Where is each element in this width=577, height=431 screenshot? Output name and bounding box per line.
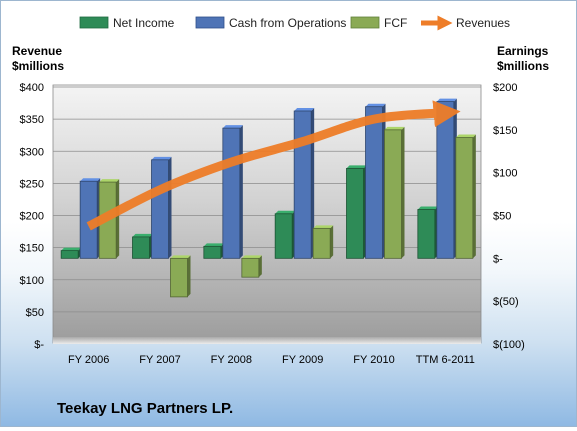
legend-swatch-net-income	[79, 16, 109, 29]
bar-top-fcf	[384, 126, 405, 130]
revenues-line	[86, 100, 461, 231]
right-axis-title-line2: $millions	[497, 59, 549, 73]
category-label: FY 2008	[211, 354, 252, 366]
bar-net-income	[60, 250, 79, 259]
bar-fcf	[241, 257, 260, 278]
legend-label-net-income: Net Income	[113, 16, 175, 30]
bar-top-net-income	[417, 206, 438, 210]
bar-top-cash-from-operations	[80, 178, 101, 182]
bar-cash-from-operations	[151, 159, 169, 259]
category-labels: FY 2006 FY 2007 FY 2008 FY 2009 FY 2010 TTM 6…	[68, 354, 475, 366]
left-tick-label: $-	[34, 339, 44, 351]
bar-top-net-income	[275, 210, 296, 214]
bar-side-cash-from-operations	[239, 125, 243, 259]
bar-top-fcf	[455, 134, 476, 138]
left-axis-title-line1: Revenue	[12, 44, 62, 58]
legend-label-revenues: Revenues	[456, 16, 510, 30]
bar-top-fcf	[99, 179, 120, 183]
right-tick-label: $-	[493, 253, 503, 265]
legend-swatch-cash-from-operations	[195, 16, 225, 29]
category-label: FY 2010	[353, 354, 394, 366]
revenue-line	[86, 100, 461, 231]
left-tick-label: $100	[20, 275, 44, 287]
bar-top-cash-from-operations	[365, 103, 386, 107]
bar-side-fcf	[116, 179, 120, 259]
left-tick-label: $400	[20, 82, 44, 94]
company-name: Teekay LNG Partners LP.	[57, 400, 233, 417]
category-label: FY 2006	[68, 354, 109, 366]
bar-side-fcf	[187, 255, 191, 297]
category-label: TTM 6-2011	[416, 354, 475, 366]
legend-label-fcf: FCF	[384, 16, 407, 30]
bar-side-fcf	[472, 134, 476, 259]
bar-fcf	[312, 227, 331, 259]
right-tick-label: $100	[493, 168, 517, 180]
bar-side-fcf	[258, 255, 262, 278]
bars	[60, 98, 476, 298]
bar-top-cash-from-operations	[222, 125, 243, 129]
left-axis-ticks: $- $50 $100 $150 $200 $250 $300 $350 $400	[20, 82, 45, 351]
left-tick-label: $150	[20, 243, 44, 255]
left-tick-label: $300	[20, 146, 44, 158]
bar-net-income	[417, 209, 436, 259]
bar-top-net-income	[346, 165, 367, 169]
left-tick-label: $350	[20, 114, 44, 126]
bar-net-income	[132, 236, 150, 259]
bar-side-fcf	[330, 225, 334, 259]
bar-top-fcf	[170, 255, 191, 259]
gridlines	[53, 86, 481, 313]
bar-top-net-income	[132, 233, 153, 237]
right-tick-label: $200	[493, 82, 517, 94]
bar-cash-from-operations	[222, 127, 241, 259]
legend-label-cash-from-operations: Cash from Operations	[229, 16, 346, 30]
bar-top-cash-from-operations	[436, 98, 457, 102]
legend: Net Income Cash from Operations FCF Reve…	[79, 15, 510, 31]
bar-fcf	[384, 129, 402, 259]
bar-top-net-income	[61, 247, 82, 251]
right-axis-title-line1: Earnings	[497, 44, 549, 58]
left-tick-label: $50	[26, 307, 44, 319]
right-tick-label: $(50)	[493, 296, 519, 308]
bar-top-net-income	[203, 243, 224, 247]
bar-cash-from-operations	[436, 101, 455, 259]
bar-side-cash-from-operations	[311, 107, 315, 259]
right-tick-label: $50	[493, 211, 511, 223]
category-label: FY 2009	[282, 354, 323, 366]
bar-fcf	[455, 137, 474, 259]
right-tick-label: $(100)	[493, 339, 525, 351]
bar-top-cash-from-operations	[151, 156, 172, 160]
bar-side-fcf	[401, 126, 405, 259]
bar-net-income	[203, 245, 222, 259]
bar-cash-from-operations	[293, 110, 312, 259]
bar-top-cash-from-operations	[294, 107, 315, 111]
right-axis-ticks: $(100) $(50) $- $50 $100 $150 $200	[493, 82, 525, 351]
left-tick-label: $200	[20, 211, 44, 223]
bar-top-fcf	[313, 225, 334, 229]
bar-top-fcf	[241, 255, 262, 259]
bar-side-cash-from-operations	[168, 156, 172, 259]
bar-fcf	[170, 257, 188, 298]
left-axis-title-line2: $millions	[12, 59, 64, 73]
left-tick-label: $250	[20, 178, 44, 190]
bar-net-income	[274, 213, 293, 259]
category-label: FY 2007	[139, 354, 180, 366]
bar-net-income	[346, 167, 364, 259]
right-tick-label: $150	[493, 125, 517, 137]
legend-swatch-fcf	[350, 16, 380, 29]
plot-floor	[53, 337, 481, 344]
bar-cash-from-operations	[365, 106, 383, 259]
